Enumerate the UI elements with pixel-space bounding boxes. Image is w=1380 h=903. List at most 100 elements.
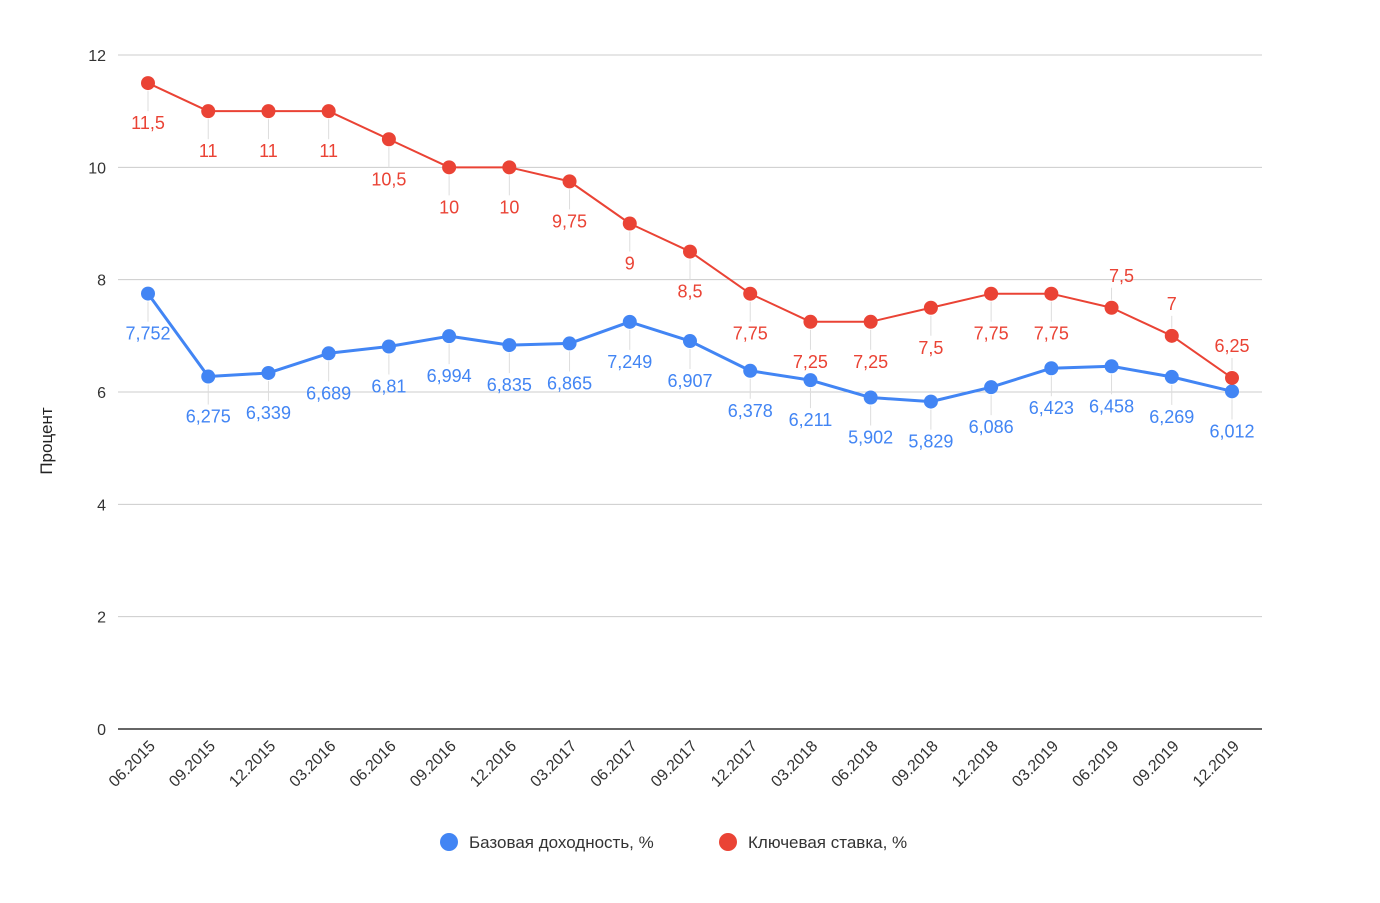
data-point[interactable] [141, 286, 155, 301]
data-label: 6,458 [1089, 396, 1134, 416]
data-point[interactable] [381, 339, 396, 354]
data-point[interactable] [442, 160, 457, 175]
data-label: 11 [319, 141, 338, 161]
legend-item[interactable]: Ключевая ставка, % [719, 833, 907, 852]
data-label: 5,902 [848, 428, 893, 448]
x-tick-label: 06.2019 [1069, 738, 1122, 791]
data-label: 6,339 [246, 403, 291, 423]
data-label: 7,249 [607, 352, 652, 372]
data-label: 6,907 [667, 371, 712, 391]
series [141, 76, 1239, 409]
data-point[interactable] [201, 104, 216, 119]
x-axis: 06.2015 09.2015 12.2015 03.2016 06.2016 09.20… [106, 738, 1243, 791]
series-base-yield [141, 286, 1239, 409]
data-point[interactable] [502, 160, 517, 175]
x-tick-label: 09.2018 [889, 738, 942, 791]
data-point[interactable] [622, 216, 637, 231]
legend-marker [719, 833, 737, 851]
y-tick-label: 10 [88, 160, 106, 177]
series-line [147, 82, 1233, 379]
data-point[interactable] [562, 174, 577, 189]
x-tick-label: 03.2017 [527, 738, 580, 791]
data-label: 7,75 [733, 324, 768, 344]
data-label: 7 [1167, 294, 1177, 314]
data-point[interactable] [141, 76, 155, 91]
data-label: 6,275 [186, 407, 231, 427]
data-point[interactable] [984, 380, 999, 395]
data-label: 6,689 [306, 383, 351, 403]
data-point[interactable] [984, 286, 999, 301]
x-tick-label: 09.2017 [648, 738, 701, 791]
data-point[interactable] [683, 244, 697, 259]
data-point[interactable] [261, 365, 276, 380]
x-tick-label: 03.2016 [287, 738, 340, 791]
x-tick-label: 06.2016 [347, 738, 400, 791]
data-label: 6,269 [1149, 407, 1194, 427]
data-point[interactable] [743, 363, 758, 378]
x-tick-label: 03.2018 [768, 738, 821, 791]
data-label: 10 [439, 197, 459, 217]
x-tick-label: 06.2015 [106, 738, 159, 791]
legend-item[interactable]: Базовая доходность, % [440, 833, 654, 852]
data-point[interactable] [1225, 370, 1239, 385]
series-key-rate [141, 76, 1239, 385]
data-point[interactable] [622, 314, 637, 329]
data-labels: 7,752 6,275 6,339 6,689 6,81 6,994 6,835 6,865 7… [125, 113, 1254, 452]
data-point[interactable] [442, 329, 457, 344]
data-point[interactable] [1164, 328, 1179, 343]
data-point[interactable] [261, 104, 276, 119]
data-point[interactable] [863, 390, 878, 405]
data-point[interactable] [1104, 300, 1119, 315]
data-point[interactable] [1225, 384, 1239, 399]
legend[interactable]: Базовая доходность, % Ключевая ставка, % [440, 833, 907, 852]
data-label: 6,994 [427, 366, 472, 386]
data-label: 9 [625, 254, 635, 274]
data-point[interactable] [923, 300, 938, 315]
data-point[interactable] [803, 373, 818, 388]
x-tick-label: 12.2017 [708, 738, 761, 791]
x-tick-label: 12.2016 [467, 738, 520, 791]
data-point[interactable] [923, 394, 938, 409]
data-label: 11,5 [131, 113, 165, 133]
data-point[interactable] [743, 286, 758, 301]
data-point[interactable] [321, 104, 336, 119]
data-point[interactable] [321, 346, 336, 361]
data-label: 6,25 [1214, 336, 1249, 356]
legend-marker [440, 833, 458, 851]
data-point[interactable] [502, 338, 517, 353]
data-point[interactable] [1104, 359, 1119, 374]
y-tick-label: 8 [97, 273, 106, 290]
data-label: 6,012 [1209, 421, 1254, 441]
data-label: 6,086 [969, 417, 1014, 437]
data-label: 7,75 [1034, 324, 1069, 344]
data-point[interactable] [562, 336, 577, 351]
data-point[interactable] [1164, 369, 1179, 384]
data-label-leaders [147, 91, 1233, 430]
data-label: 11 [259, 141, 278, 161]
data-point[interactable] [381, 132, 396, 147]
data-point[interactable] [803, 314, 818, 329]
data-point[interactable] [1044, 361, 1059, 376]
x-tick-label: 03.2019 [1009, 738, 1062, 791]
y-tick-label: 0 [97, 722, 106, 739]
data-point[interactable] [683, 334, 697, 349]
data-label: 7,5 [918, 338, 943, 358]
x-tick-label: 09.2016 [407, 738, 460, 791]
x-tick-label: 06.2017 [588, 738, 641, 791]
x-tick-label: 06.2018 [829, 738, 882, 791]
data-label: 10 [499, 197, 519, 217]
data-point[interactable] [201, 369, 216, 384]
data-label: 6,378 [728, 401, 773, 421]
data-label: 7,75 [974, 324, 1009, 344]
data-label: 5,829 [908, 432, 953, 452]
data-point[interactable] [1044, 286, 1059, 301]
y-axis: 0 2 4 6 8 10 12 [88, 48, 106, 739]
data-label: 8,5 [677, 282, 702, 302]
x-tick-label: 12.2018 [949, 738, 1002, 791]
gridlines [118, 54, 1262, 730]
data-label: 7,752 [125, 324, 170, 344]
y-tick-label: 2 [97, 610, 106, 627]
x-tick-label: 09.2015 [166, 738, 219, 791]
data-point[interactable] [863, 314, 878, 329]
